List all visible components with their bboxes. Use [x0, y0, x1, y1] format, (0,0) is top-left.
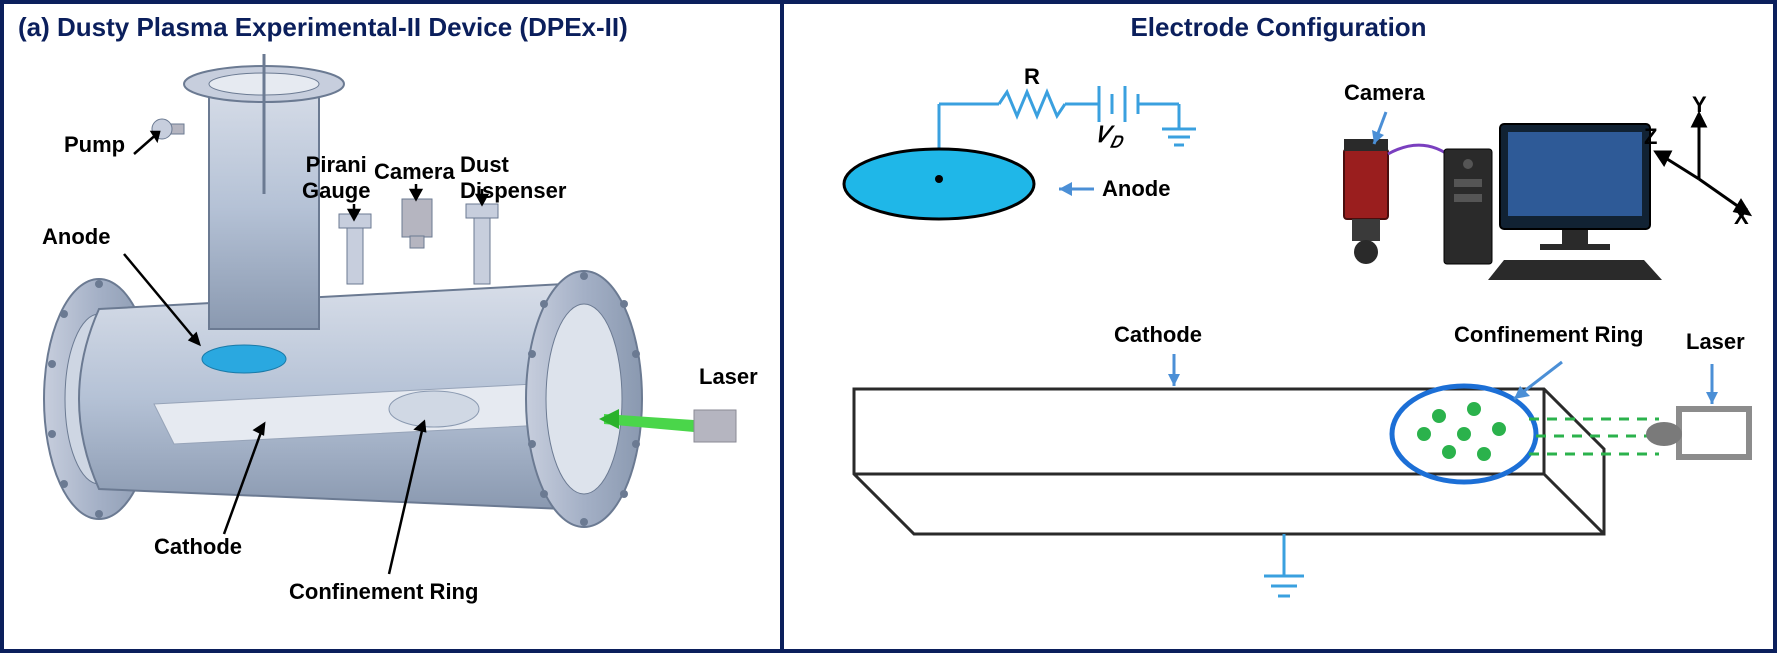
label-conf-b: Confinement Ring: [1454, 322, 1643, 348]
label-pump: Pump: [64, 132, 125, 158]
label-camera: Camera: [374, 159, 455, 185]
label-VD: 𝑉𝐷: [1096, 122, 1121, 152]
label-cathode-b: Cathode: [1114, 322, 1202, 348]
label-cathode-a: Cathode: [154, 534, 242, 560]
label-confinement-a: Confinement Ring: [289, 579, 478, 605]
label-camera-b: Camera: [1344, 80, 1425, 106]
device-svg: [4, 4, 784, 649]
label-dust: Dust Dispenser: [460, 152, 566, 204]
label-pirani: Pirani Gauge: [302, 152, 370, 204]
panel-a: (a) Dusty Plasma Experimental-II Device …: [4, 4, 784, 649]
label-VD-v: 𝑉: [1096, 122, 1110, 147]
label-laser-a: Laser: [699, 364, 758, 390]
axis-Z: Z: [1644, 124, 1657, 150]
figure-frame: (a) Dusty Plasma Experimental-II Device …: [0, 0, 1777, 653]
panel-b: Electrode Configuration: [784, 4, 1773, 649]
label-anode-b: Anode: [1102, 176, 1170, 202]
label-VD-d: 𝐷: [1110, 134, 1121, 151]
axis-Y: Y: [1692, 92, 1707, 118]
axis-X: X: [1734, 204, 1749, 230]
label-anode-a: Anode: [42, 224, 110, 250]
label-R: R: [1024, 64, 1040, 90]
label-laser-b: Laser: [1686, 329, 1745, 355]
